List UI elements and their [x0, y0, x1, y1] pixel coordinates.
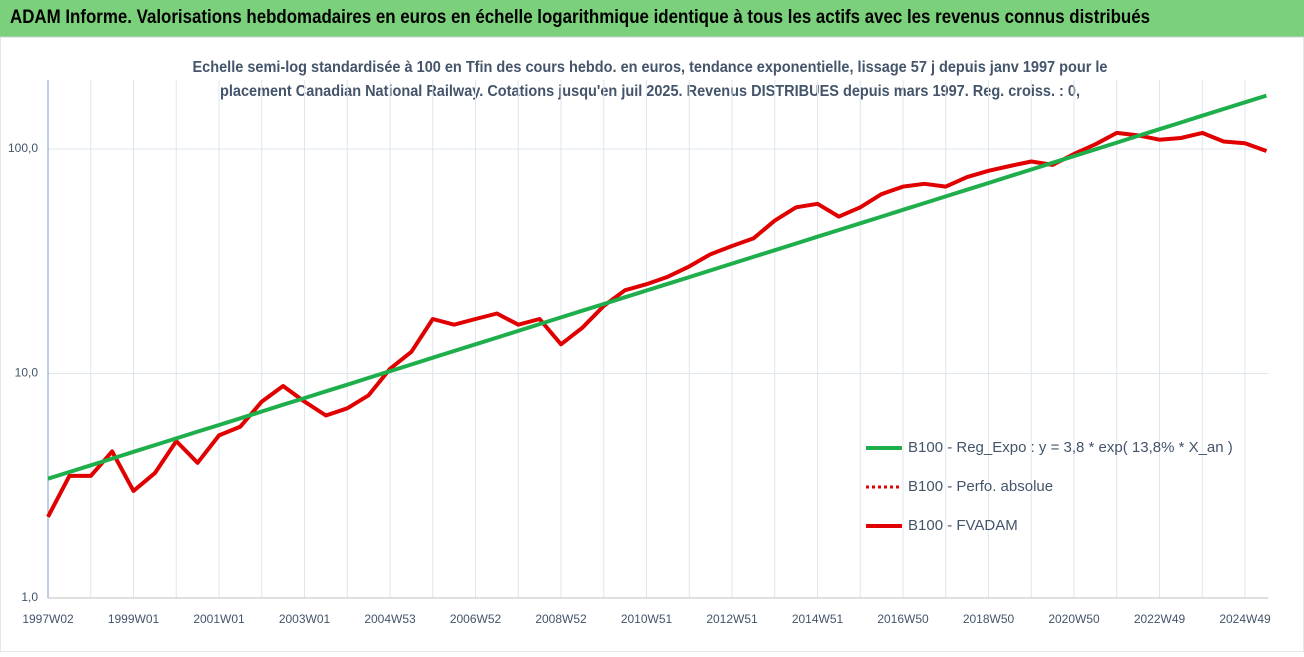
- y-tick-label: 1,0: [21, 590, 38, 604]
- x-tick-label: 2010W51: [621, 612, 673, 626]
- x-tick-label: 1999W01: [108, 612, 160, 626]
- x-tick-label: 1997W02: [22, 612, 74, 626]
- legend-label: B100 - Reg_Expo : y = 3,8 * exp( 13,8% *…: [908, 439, 1233, 456]
- y-tick-label: 10,0: [15, 366, 39, 380]
- header-bar: [0, 0, 1304, 37]
- legend-label: B100 - Perfo. absolue: [908, 478, 1053, 495]
- x-tick-label: 2020W50: [1048, 612, 1100, 626]
- chart-title: ADAM Informe. Valorisations hebdomadaire…: [10, 7, 1150, 28]
- x-tick-label: 2018W50: [963, 612, 1015, 626]
- x-tick-label: 2006W52: [450, 612, 502, 626]
- x-tick-label: 2014W51: [792, 612, 844, 626]
- x-tick-label: 2008W52: [535, 612, 587, 626]
- x-tick-label: 2003W01: [279, 612, 331, 626]
- x-tick-label: 2012W51: [706, 612, 758, 626]
- x-tick-label: 2024W49: [1219, 612, 1271, 626]
- subtitle: Echelle semi-log standardisée à 100 en T…: [193, 59, 1108, 76]
- x-tick-label: 2022W49: [1134, 612, 1186, 626]
- series-line: [47, 93, 1267, 481]
- x-tick-label: 2001W01: [193, 612, 245, 626]
- x-tick-label: 2016W50: [877, 612, 929, 626]
- x-tick-label: 2004W53: [364, 612, 416, 626]
- legend-label: B100 - FVADAM: [908, 517, 1018, 534]
- subtitle: placement Canadian National Railway. Cot…: [220, 83, 1080, 100]
- y-tick-label: 100,0: [8, 141, 38, 155]
